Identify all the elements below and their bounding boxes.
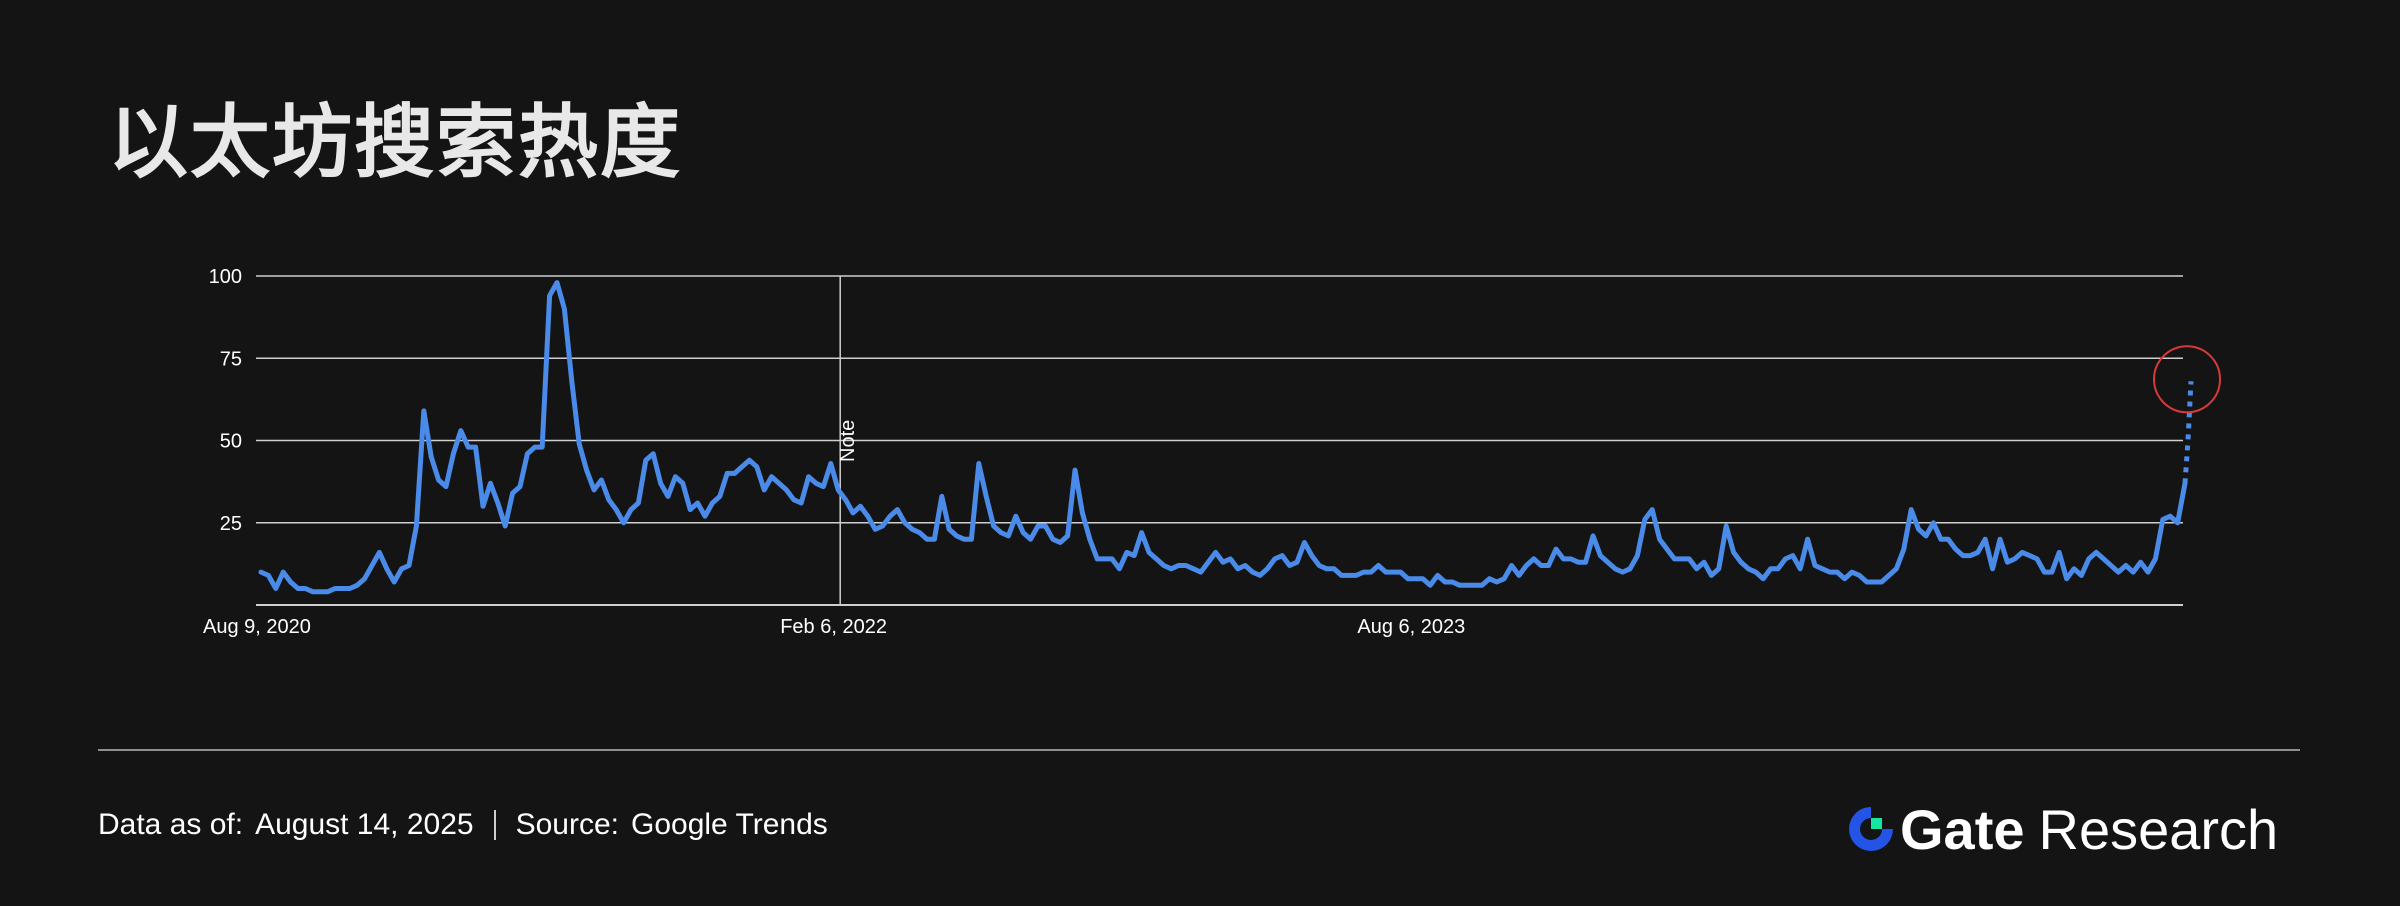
axis-layer: 25 50 75 100 Aug 9, 2020 Feb 6, 2022 Aug 6, 20… xyxy=(203,266,1465,638)
source-value: Google Trends xyxy=(630,808,828,841)
footer: Data as of: August 14, 2025 Source: Goog… xyxy=(98,808,828,842)
data-as-of-value: August 14, 2025 xyxy=(255,808,474,841)
series-layer xyxy=(258,280,2221,595)
data-as-of-label: Data as of: xyxy=(98,808,244,841)
brand-logo: Gate Research xyxy=(1846,796,2278,862)
page-title: 以太坊搜索热度 xyxy=(108,96,682,189)
note-annotation-label: Note xyxy=(837,420,859,462)
x-tick-label: Aug 6, 2023 xyxy=(1357,616,1465,638)
y-tick-label: 75 xyxy=(220,348,242,370)
footer-divider xyxy=(98,749,2300,751)
brand-suffix: Research xyxy=(2038,797,2279,861)
source-label: Source: xyxy=(515,808,619,841)
x-tick-label: Feb 6, 2022 xyxy=(780,616,887,638)
search-interest-chart: 25 50 75 100 Aug 9, 2020 Feb 6, 2022 Aug 6, 20… xyxy=(203,266,2221,638)
brand-name: Gate xyxy=(1900,797,2025,861)
footer-separator xyxy=(493,810,496,840)
series-line xyxy=(258,280,2188,595)
projection-line xyxy=(2182,381,2194,484)
y-tick-label: 50 xyxy=(220,431,242,453)
highlight-circle xyxy=(2153,345,2221,414)
y-tick-label: 25 xyxy=(220,513,242,535)
x-tick-label: Aug 9, 2020 xyxy=(203,616,311,638)
gate-logo-icon xyxy=(1849,807,1893,851)
y-tick-label: 100 xyxy=(209,266,242,288)
